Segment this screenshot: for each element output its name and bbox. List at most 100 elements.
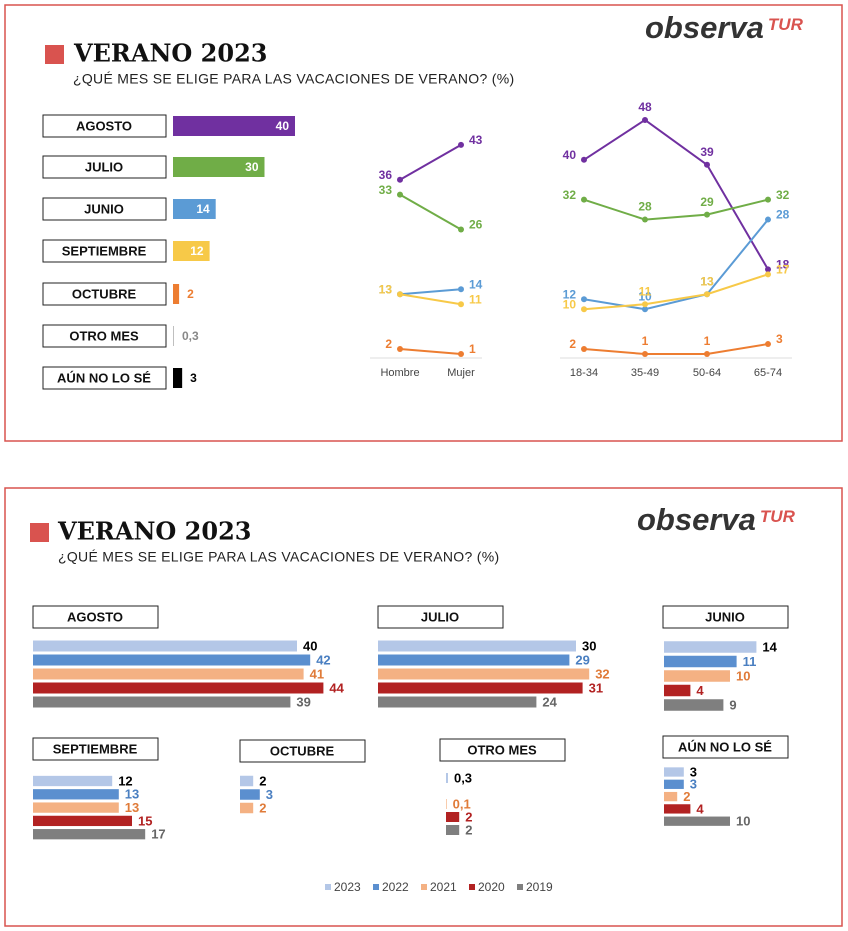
point — [704, 161, 710, 168]
bar — [446, 773, 448, 783]
value-label: 12 — [118, 773, 132, 788]
value-label: 11 — [639, 284, 652, 298]
bar — [173, 116, 295, 136]
value-label: 4 — [696, 801, 704, 816]
line — [583, 198, 769, 221]
category-box — [439, 738, 566, 762]
category-box — [42, 324, 167, 348]
value-label: 2 — [259, 800, 266, 815]
title: VERANO 2023 — [73, 39, 267, 68]
value-label: 3 — [190, 371, 197, 385]
x-tick-label: 18-34 — [570, 367, 598, 379]
bar — [378, 640, 576, 652]
value-label: 1 — [469, 342, 476, 356]
value-label: 40 — [276, 119, 290, 133]
title: VERANO 2023 — [57, 517, 251, 546]
category-label: OCTUBRE — [72, 286, 137, 301]
value-label: 11 — [469, 292, 482, 306]
x-tick-label: Hombre — [380, 367, 419, 379]
category-label: AÚN NO LO SÉ — [678, 739, 772, 754]
value-label: 14 — [469, 277, 483, 291]
category-label: SEPTIEMBRE — [62, 243, 147, 258]
bar — [33, 775, 113, 787]
bar — [33, 640, 297, 652]
category-box — [42, 282, 167, 306]
legend-label: 2022 — [382, 880, 409, 894]
bar — [33, 789, 119, 800]
point — [704, 211, 710, 218]
value-label: 33 — [379, 183, 393, 197]
value-label: 10 — [736, 814, 750, 829]
value-label: 12 — [563, 287, 577, 301]
legend-label: 2023 — [334, 880, 361, 894]
value-label: 29 — [700, 195, 714, 209]
value-label: 2 — [465, 809, 472, 824]
point — [458, 286, 464, 293]
value-label: 10 — [736, 668, 750, 683]
line — [583, 343, 769, 356]
bar — [173, 284, 180, 304]
value-label: 43 — [469, 133, 483, 147]
value-label: 39 — [700, 145, 714, 159]
line — [399, 288, 462, 296]
value-label: 29 — [575, 652, 589, 667]
category-box — [42, 239, 167, 263]
value-label: 31 — [589, 680, 603, 695]
value-label: 17 — [151, 827, 165, 842]
bar — [240, 775, 254, 787]
bar — [173, 326, 174, 346]
line — [399, 143, 462, 181]
legend-swatch — [373, 884, 379, 890]
line — [399, 348, 462, 356]
point — [458, 226, 464, 233]
value-label: 48 — [638, 100, 652, 114]
category-label: OTRO MES — [467, 742, 537, 757]
value-label: 30 — [582, 638, 596, 653]
point — [642, 306, 648, 313]
value-label: 30 — [245, 160, 259, 174]
value-label: 0,3 — [454, 770, 472, 785]
bar — [33, 668, 304, 680]
bar — [664, 699, 724, 711]
point — [765, 341, 771, 348]
panel-border — [4, 4, 843, 442]
category-box — [32, 605, 159, 629]
point — [765, 266, 771, 273]
point — [397, 176, 403, 183]
value-label: 13 — [700, 274, 714, 288]
bar — [664, 816, 730, 826]
point — [581, 156, 587, 163]
category-label: JUNIO — [705, 609, 745, 624]
category-label: SEPTIEMBRE — [53, 741, 138, 756]
point — [765, 271, 771, 278]
bar — [378, 696, 537, 708]
point — [642, 216, 648, 223]
legend-label: 2020 — [478, 880, 505, 894]
category-label: AGOSTO — [67, 609, 123, 624]
category-box — [42, 366, 167, 390]
value-label: 2 — [385, 337, 392, 351]
category-label: OTRO MES — [69, 328, 139, 343]
value-label: 28 — [638, 200, 652, 214]
bar — [446, 799, 447, 809]
point — [397, 191, 403, 198]
title-square — [30, 523, 49, 542]
point — [458, 351, 464, 358]
bar — [378, 682, 583, 694]
legend-label: 2019 — [526, 880, 553, 894]
value-label: 3 — [690, 777, 697, 792]
legend-swatch — [517, 884, 523, 890]
category-box — [42, 197, 167, 221]
value-label: 0,1 — [453, 796, 471, 811]
value-label: 26 — [469, 218, 483, 232]
legend-swatch — [325, 884, 331, 890]
point — [581, 196, 587, 203]
bar — [664, 670, 730, 682]
value-label: 2 — [259, 773, 266, 788]
value-label: 13 — [125, 800, 139, 815]
subtitle: ¿QUÉ MES SE ELIGE PARA LAS VACACIONES DE… — [73, 71, 514, 87]
legend-swatch — [421, 884, 427, 890]
bar — [33, 829, 146, 840]
point — [642, 301, 648, 308]
bar — [378, 654, 570, 666]
